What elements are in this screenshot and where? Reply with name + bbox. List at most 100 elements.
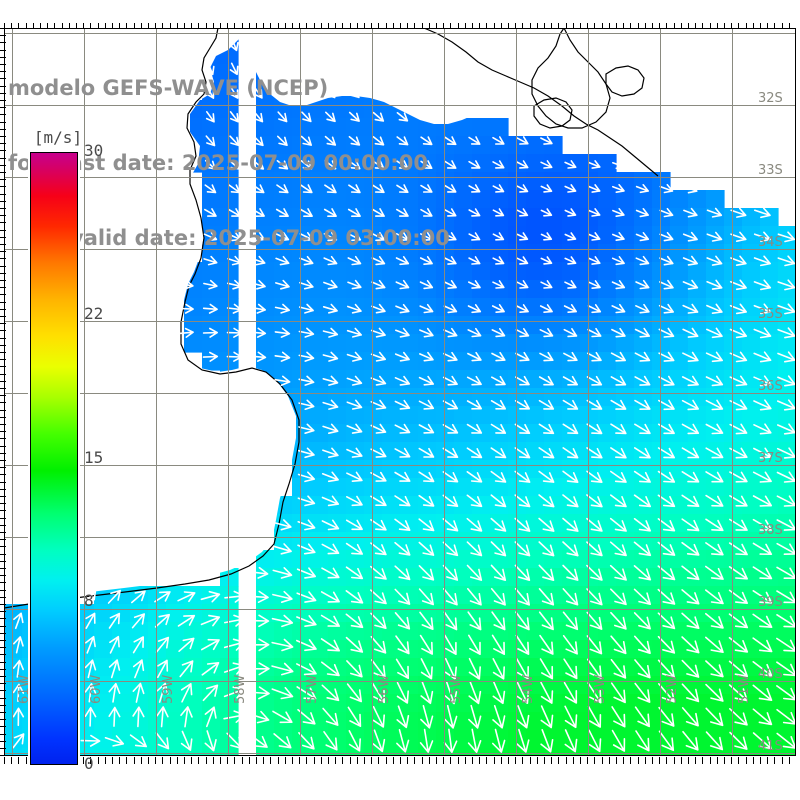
axis-tick [191,757,192,764]
axis-tick [702,23,703,29]
axis-tick [0,590,6,591]
axis-tick [789,23,790,29]
axis-tick [573,23,574,29]
axis-tick [674,23,675,29]
axis-tick [0,136,6,137]
axis-tick [4,757,5,764]
axis-tick [270,757,271,764]
axis-tick [544,23,545,29]
axis-tick [105,757,106,764]
axis-tick [400,23,401,29]
axis-tick [0,669,6,670]
axis-tick [738,757,739,764]
axis-tick [0,662,6,663]
axis-tick [342,23,343,29]
axis-tick [263,757,264,764]
axis-tick [0,575,6,576]
axis-tick [724,757,725,764]
axis-tick [458,23,459,29]
colorbar-box [30,152,78,765]
axis-tick [0,158,6,159]
axis-tick [206,23,207,29]
axis-tick [378,757,379,764]
axis-tick [616,23,617,29]
axis-tick [407,23,408,29]
axis-tick [681,23,682,29]
gridline-vertical [156,28,157,756]
axis-tick [0,215,6,216]
longitude-tick-label: 51W [737,674,752,704]
axis-tick [587,757,588,764]
latitude-tick-label: 40S [758,667,783,682]
axis-tick [544,757,545,764]
axis-tick [0,330,6,331]
axis-tick [0,302,6,303]
axis-tick [0,417,6,418]
axis-tick [0,582,6,583]
axis-tick [306,757,307,764]
axis-tick [0,525,6,526]
latitude-tick-label: 41S [758,739,783,754]
axis-tick [220,757,221,764]
axis-tick [83,757,84,764]
axis-tick [0,640,6,641]
axis-tick [227,23,228,29]
axis-tick [0,410,6,411]
axis-tick [0,597,6,598]
axis-tick [364,757,365,764]
gridline-vertical [516,28,517,756]
axis-tick [0,244,6,245]
axis-tick [0,143,6,144]
axis-tick [0,165,6,166]
axis-tick [659,757,660,764]
axis-tick [724,23,725,29]
gridline-horizontal [4,537,796,538]
axis-tick [436,757,437,764]
axis-tick [314,23,315,29]
axis-tick [0,532,6,533]
axis-tick [602,757,603,764]
axis-tick [0,287,6,288]
axis-tick [717,23,718,29]
axis-tick [760,23,761,29]
axis-tick [0,388,6,389]
latitude-tick-label: 33S [758,163,783,178]
axis-tick [263,23,264,29]
axis-tick [98,757,99,764]
axis-tick [443,23,444,29]
axis-tick [782,23,783,29]
map-plot-area [4,28,796,756]
latitude-tick-label: 39S [758,595,783,610]
axis-tick [378,23,379,29]
axis-tick [371,757,372,764]
axis-tick [0,741,6,742]
axis-tick [0,698,6,699]
gridline-vertical [372,28,373,756]
axis-tick [0,194,6,195]
axis-tick [33,23,34,29]
axis-tick [0,726,6,727]
axis-tick [580,757,581,764]
axis-tick [702,757,703,764]
axis-tick [0,496,6,497]
longitude-tick-label: 55W [449,674,464,704]
axis-tick [26,23,27,29]
axis-tick [0,539,6,540]
axis-tick [666,23,667,29]
axis-tick [0,712,6,713]
axis-tick [0,611,6,612]
axis-tick [90,23,91,29]
latitude-tick-label: 34S [758,235,783,250]
axis-tick [753,23,754,29]
axis-tick [98,23,99,29]
axis-tick [0,50,6,51]
axis-tick [0,323,6,324]
axis-tick [134,23,135,29]
axis-tick [0,280,6,281]
gridline-vertical [444,28,445,756]
colorbar: [m/s] 30 22 15 8 0 [28,128,128,773]
axis-tick [652,757,653,764]
axis-tick [220,23,221,29]
axis-tick [4,23,5,29]
axis-tick [126,23,127,29]
